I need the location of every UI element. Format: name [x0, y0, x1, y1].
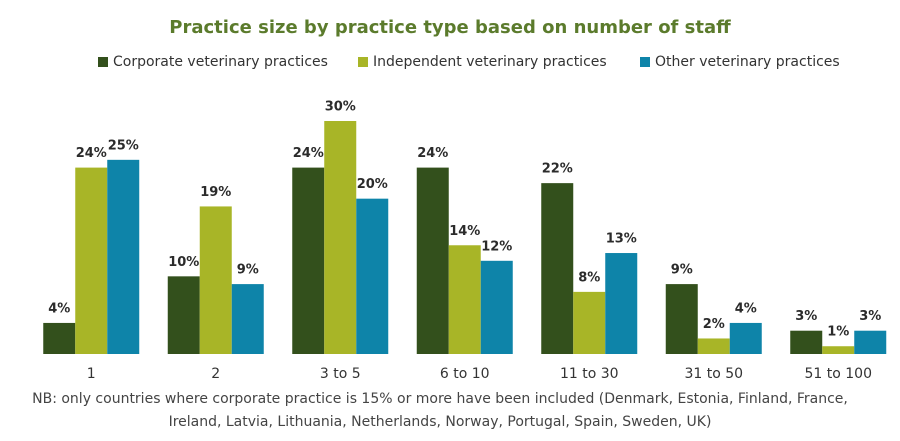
legend-label: Independent veterinary practices: [373, 54, 607, 70]
bar: [43, 322, 76, 354]
x-tick-label: 3 to 5: [320, 366, 361, 382]
value-label: 30%: [325, 100, 356, 115]
x-tick-label: 1: [87, 366, 96, 382]
value-label: 19%: [200, 185, 231, 200]
value-label: 3%: [795, 309, 817, 324]
value-label: 3%: [859, 309, 881, 324]
legend-swatch: [98, 57, 108, 67]
bar: [231, 284, 264, 354]
value-label: 2%: [703, 317, 725, 332]
bar: [448, 245, 481, 354]
legend-label: Corporate veterinary practices: [113, 54, 328, 70]
value-label: 1%: [827, 325, 849, 340]
x-tick-label: 51 to 100: [805, 366, 873, 382]
bar: [75, 167, 108, 354]
chart-title: Practice size by practice type based on …: [169, 17, 731, 38]
value-label: 9%: [671, 263, 693, 278]
value-label: 24%: [76, 146, 107, 161]
value-label: 13%: [606, 232, 637, 247]
bar: [541, 183, 574, 354]
bar: [697, 338, 730, 354]
x-tick-label: 31 to 50: [684, 366, 743, 382]
bar: [356, 198, 389, 354]
footnote: NB: only countries where corporate pract…: [32, 391, 848, 430]
bar: [729, 322, 762, 354]
value-label: 4%: [735, 301, 757, 316]
bar: [167, 276, 200, 354]
value-label: 25%: [108, 138, 139, 153]
bar: [605, 253, 638, 354]
value-label: 14%: [449, 224, 480, 239]
value-label: 8%: [578, 270, 600, 285]
bar: [292, 167, 325, 354]
value-label: 9%: [237, 263, 259, 278]
value-label: 4%: [48, 301, 70, 316]
value-label: 24%: [417, 146, 448, 161]
value-label: 20%: [357, 177, 388, 192]
x-tick-label: 2: [211, 366, 220, 382]
value-label: 24%: [293, 146, 324, 161]
x-tick-label: 11 to 30: [560, 366, 619, 382]
legend-swatch: [358, 57, 368, 67]
bar: [822, 346, 855, 354]
legend-swatch: [640, 57, 650, 67]
bar: [107, 159, 140, 354]
bar: [573, 291, 606, 354]
bar: [199, 206, 232, 354]
bar: [480, 260, 513, 354]
value-label: 10%: [168, 255, 199, 270]
bar: [324, 121, 357, 354]
bar: [790, 330, 823, 354]
bar: [854, 330, 887, 354]
x-tick-label: 6 to 10: [440, 366, 490, 382]
bar: [416, 167, 449, 354]
value-label: 22%: [542, 162, 573, 177]
bar: [665, 284, 698, 354]
legend-label: Other veterinary practices: [655, 54, 840, 70]
value-label: 12%: [481, 239, 512, 254]
